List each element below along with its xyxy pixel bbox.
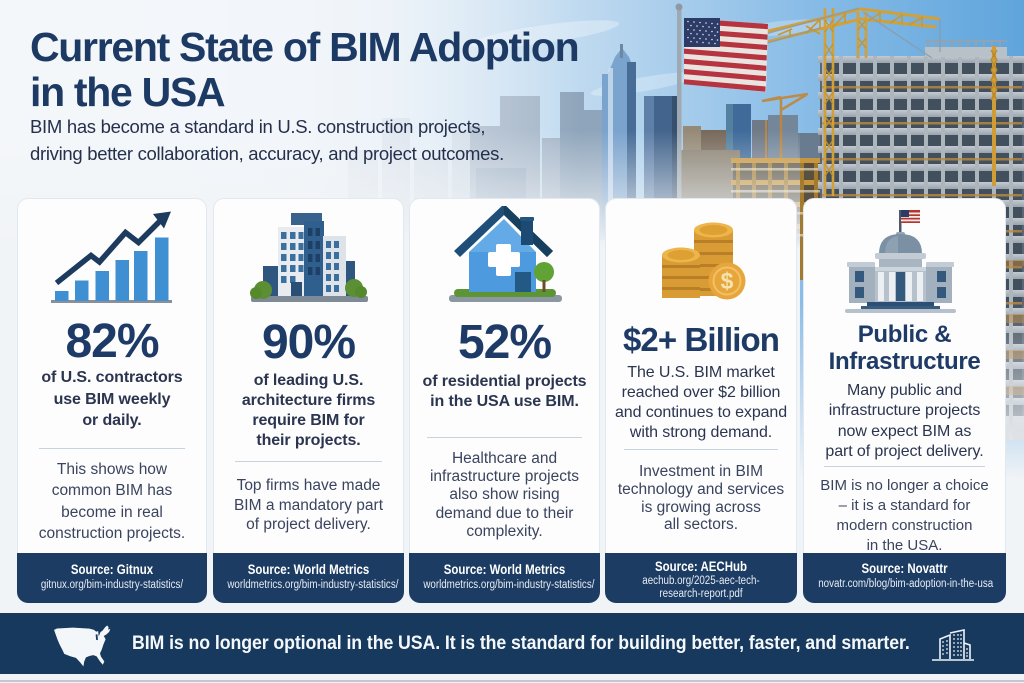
- svg-text:$: $: [721, 268, 734, 294]
